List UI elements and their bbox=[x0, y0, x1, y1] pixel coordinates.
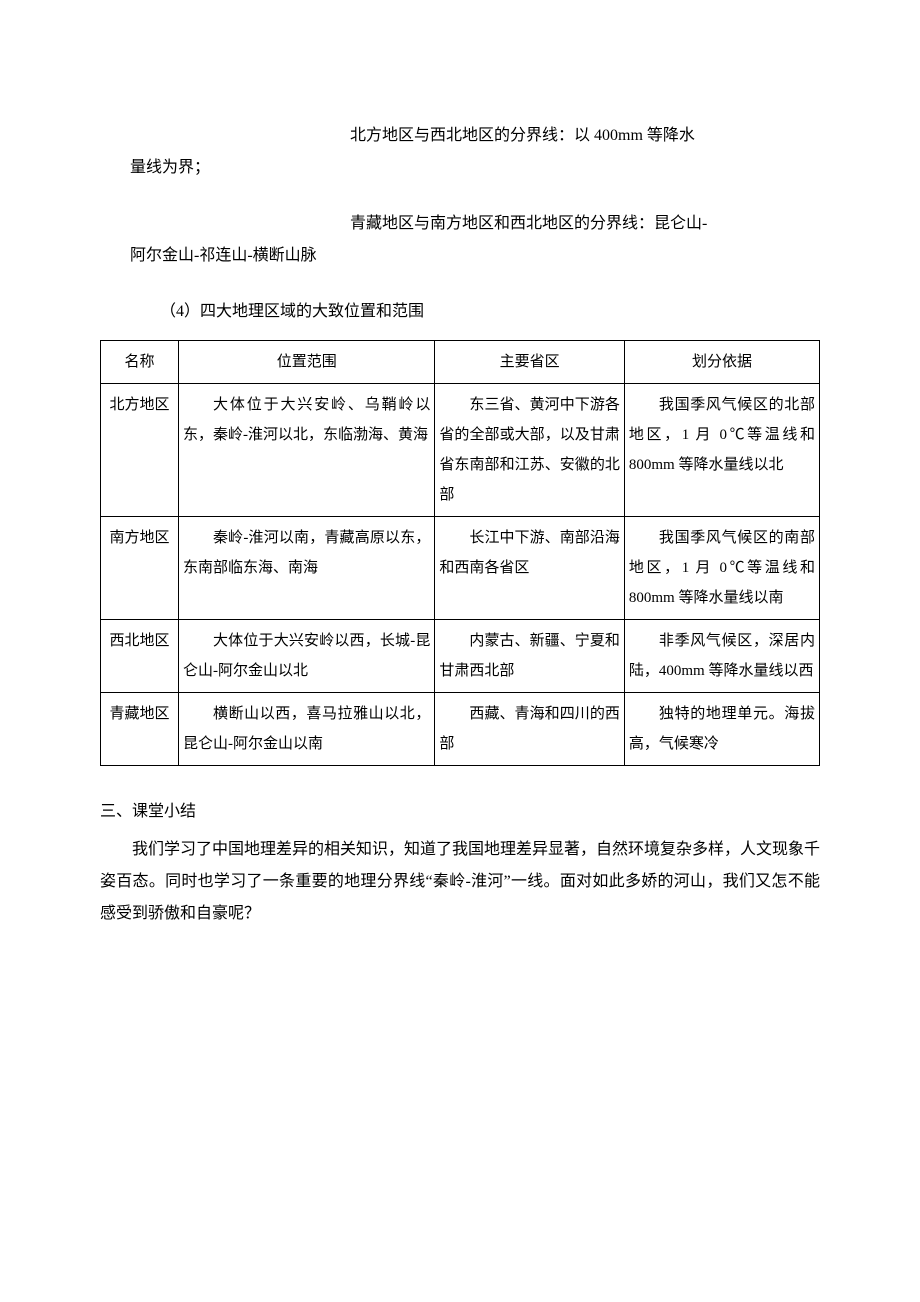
table-row: 南方地区 秦岭-淮河以南，青藏高原以东，东南部临东海、南海 长江中下游、南部沿海… bbox=[101, 517, 820, 620]
table-row: 青藏地区 横断山以西，喜马拉雅山以北，昆仑山-阿尔金山以南 西藏、青海和四川的西… bbox=[101, 693, 820, 766]
th-provinces: 主要省区 bbox=[435, 341, 625, 384]
cell-basis: 我国季风气候区的北部地区，1 月 0℃等温线和 800mm 等降水量线以北 bbox=[624, 384, 819, 517]
paragraph-qinghai-boundary-line1: 青藏地区与南方地区和西北地区的分界线：昆仑山- bbox=[100, 208, 820, 240]
cell-provinces: 长江中下游、南部沿海和西南各省区 bbox=[435, 517, 625, 620]
cell-location: 横断山以西，喜马拉雅山以北，昆仑山-阿尔金山以南 bbox=[179, 693, 435, 766]
cell-location: 大体位于大兴安岭、乌鞘岭以东，秦岭-淮河以北，东临渤海、黄海 bbox=[179, 384, 435, 517]
paragraph-nw-north-boundary-line2: 量线为界； bbox=[130, 152, 820, 184]
cell-provinces: 东三省、黄河中下游各省的全部或大部，以及甘肃省东南部和江苏、安徽的北部 bbox=[435, 384, 625, 517]
summary-body: 我们学习了中国地理差异的相关知识，知道了我国地理差异显著，自然环境复杂多样，人文… bbox=[100, 834, 820, 930]
section-4-heading: （4）四大地理区域的大致位置和范围 bbox=[100, 296, 820, 328]
cell-basis: 我国季风气候区的南部地区，1 月 0℃等温线和 800mm 等降水量线以南 bbox=[624, 517, 819, 620]
cell-provinces: 西藏、青海和四川的西部 bbox=[435, 693, 625, 766]
cell-name: 西北地区 bbox=[101, 620, 179, 693]
summary-heading: 三、课堂小结 bbox=[100, 796, 820, 828]
th-location: 位置范围 bbox=[179, 341, 435, 384]
cell-basis: 非季风气候区，深居内陆，400mm 等降水量线以西 bbox=[624, 620, 819, 693]
cell-location: 大体位于大兴安岭以西，长城-昆仑山-阿尔金山以北 bbox=[179, 620, 435, 693]
regions-table: 名称 位置范围 主要省区 划分依据 北方地区 大体位于大兴安岭、乌鞘岭以东，秦岭… bbox=[100, 340, 820, 766]
paragraph-nw-north-boundary-line1: 北方地区与西北地区的分界线：以 400mm 等降水 bbox=[100, 120, 820, 152]
paragraph-qinghai-boundary-line2: 阿尔金山-祁连山-横断山脉 bbox=[130, 240, 820, 272]
th-basis: 划分依据 bbox=[624, 341, 819, 384]
cell-name: 南方地区 bbox=[101, 517, 179, 620]
cell-basis: 独特的地理单元。海拔高，气候寒冷 bbox=[624, 693, 819, 766]
th-name: 名称 bbox=[101, 341, 179, 384]
table-header-row: 名称 位置范围 主要省区 划分依据 bbox=[101, 341, 820, 384]
cell-name: 北方地区 bbox=[101, 384, 179, 517]
table-row: 北方地区 大体位于大兴安岭、乌鞘岭以东，秦岭-淮河以北，东临渤海、黄海 东三省、… bbox=[101, 384, 820, 517]
cell-provinces: 内蒙古、新疆、宁夏和甘肃西北部 bbox=[435, 620, 625, 693]
cell-name: 青藏地区 bbox=[101, 693, 179, 766]
cell-location: 秦岭-淮河以南，青藏高原以东，东南部临东海、南海 bbox=[179, 517, 435, 620]
table-row: 西北地区 大体位于大兴安岭以西，长城-昆仑山-阿尔金山以北 内蒙古、新疆、宁夏和… bbox=[101, 620, 820, 693]
